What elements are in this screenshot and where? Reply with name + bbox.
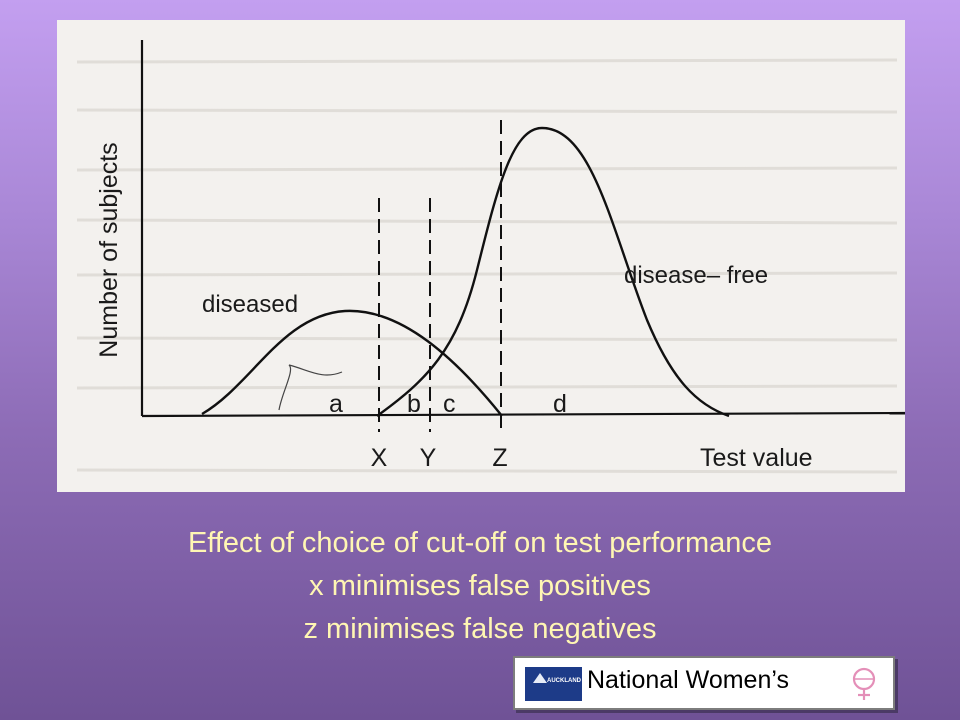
diseased-curve [201, 309, 503, 417]
badge-text: AUCKLAND [547, 678, 581, 684]
cutoff-label-y: Y [420, 444, 437, 472]
region-label-d: d [553, 390, 567, 418]
caption-line-1: Effect of choice of cut-off on test perf… [187, 527, 773, 559]
disease-free-label: disease– free [624, 262, 768, 289]
mountain-icon [533, 673, 547, 683]
cutoff-label-x: X [371, 444, 388, 472]
squiggle-mark [278, 364, 343, 411]
caption-line-3: z minimises false negatives [303, 613, 657, 645]
region-label-a: a [329, 390, 343, 418]
scan-texture [76, 58, 898, 474]
x-axis [141, 411, 905, 418]
caption-line-2: x minimises false positives [309, 570, 651, 602]
region-label-b: b [407, 390, 421, 418]
caption: Effect of choice of cut-off on test perf… [0, 522, 960, 651]
auckland-badge-icon: AUCKLAND [525, 667, 582, 701]
diseased-label: diseased [202, 291, 298, 318]
logo-name: National Women’s [587, 666, 789, 694]
diagram-svg: Number of subjects diseased disease– fre… [76, 40, 905, 474]
diagram-figure: Number of subjects diseased disease– fre… [57, 20, 905, 492]
y-axis-label: Number of subjects [95, 142, 123, 357]
region-label-c: c [443, 390, 456, 418]
x-axis-label: Test value [700, 444, 813, 472]
cutoff-label-z: Z [492, 444, 507, 472]
disease-free-curve [376, 126, 730, 418]
female-symbol-icon [852, 667, 876, 700]
footer-logo: AUCKLAND National Women’s [513, 656, 895, 710]
